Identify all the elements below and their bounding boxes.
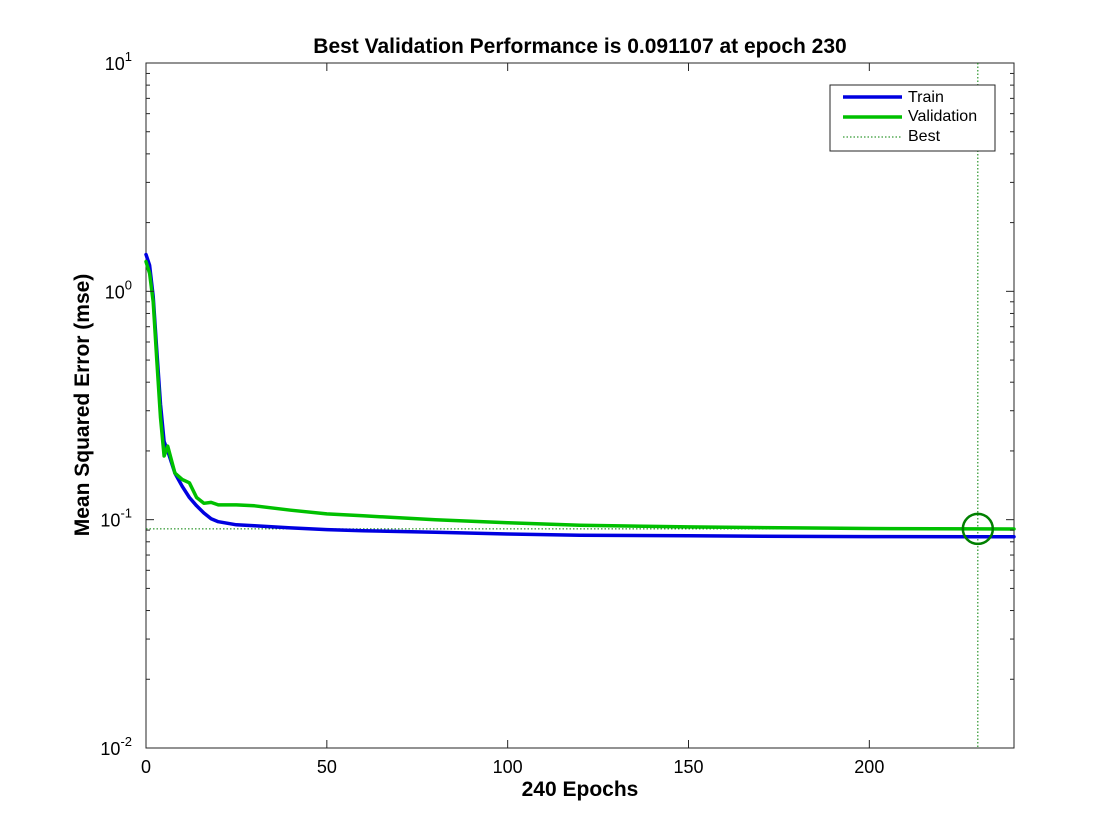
x-axis-title: 240 Epochs: [522, 778, 639, 801]
x-axis-ticks: 0 50 100 150 200: [141, 63, 884, 777]
x-tick-label: 0: [141, 757, 151, 777]
legend-validation-label: Validation: [908, 108, 977, 125]
y-axis-ticks: 10-2 10-1 100 101: [100, 49, 1014, 759]
y-tick-label: 101: [105, 49, 132, 74]
series-layer: [144, 252, 1016, 539]
x-tick-label: 200: [854, 757, 884, 777]
chart-title: Best Validation Performance is 0.091107 …: [313, 35, 846, 58]
x-tick-label: 50: [317, 757, 337, 777]
best-marker-layer: [961, 512, 995, 546]
legend: Train Validation Best: [829, 84, 996, 152]
legend-best-label: Best: [908, 128, 941, 145]
y-axis-title: Mean Squared Error (mse): [71, 274, 94, 537]
y-tick-label: 10-1: [100, 506, 132, 531]
x-tick-label: 150: [673, 757, 703, 777]
y-tick-label: 10-2: [100, 734, 132, 759]
axes-box: [145, 62, 1015, 749]
series-line-validation: [144, 259, 1016, 531]
plot-area: [144, 62, 1016, 749]
legend-train-label: Train: [908, 89, 944, 106]
y-tick-label: 100: [105, 277, 132, 302]
x-tick-label: 100: [493, 757, 523, 777]
best-point-marker: [961, 512, 995, 546]
